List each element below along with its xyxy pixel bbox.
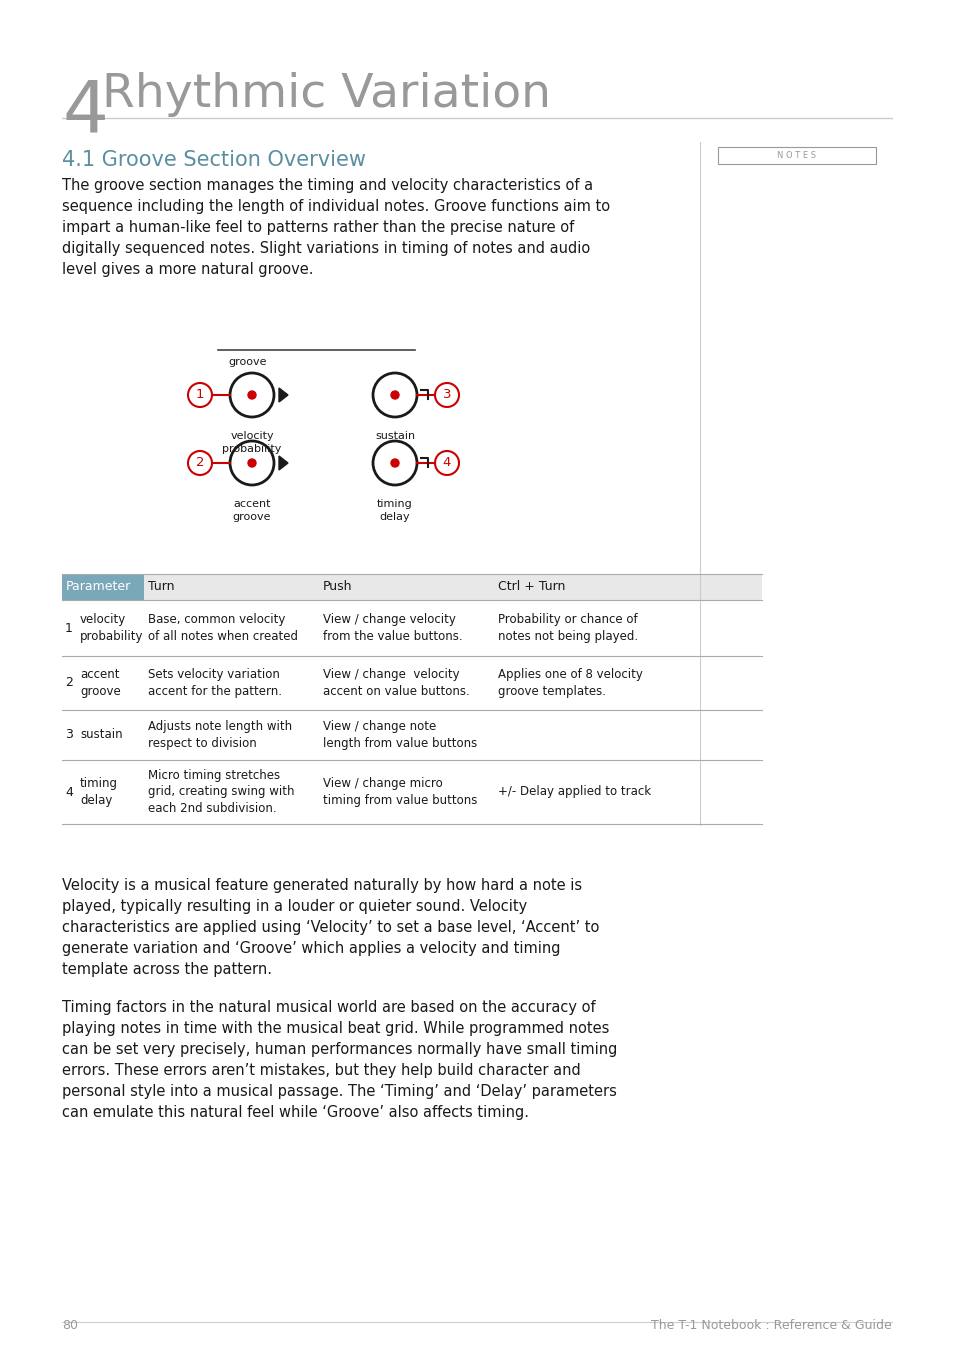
Text: N O T E S: N O T E S bbox=[777, 151, 816, 161]
Text: velocity
probability: velocity probability bbox=[80, 613, 143, 643]
Text: 4.1 Groove Section Overview: 4.1 Groove Section Overview bbox=[62, 150, 366, 170]
Circle shape bbox=[248, 392, 255, 400]
Text: View / change velocity
from the value buttons.: View / change velocity from the value bu… bbox=[323, 613, 462, 643]
Text: 4: 4 bbox=[65, 786, 72, 798]
Circle shape bbox=[248, 459, 255, 467]
Text: Sets velocity variation
accent for the pattern.: Sets velocity variation accent for the p… bbox=[148, 668, 282, 698]
Text: timing
delay: timing delay bbox=[376, 500, 413, 522]
Polygon shape bbox=[278, 456, 288, 470]
Text: Push: Push bbox=[323, 580, 352, 594]
Text: View / change micro
timing from value buttons: View / change micro timing from value bu… bbox=[323, 778, 476, 807]
Text: Adjusts note length with
respect to division: Adjusts note length with respect to divi… bbox=[148, 721, 292, 749]
Text: 2: 2 bbox=[195, 456, 204, 470]
Bar bbox=[718, 147, 875, 163]
Text: 1: 1 bbox=[65, 621, 72, 634]
Text: Probability or chance of
notes not being played.: Probability or chance of notes not being… bbox=[497, 613, 638, 643]
Text: The T-1 Notebook : Reference & Guide: The T-1 Notebook : Reference & Guide bbox=[651, 1319, 891, 1332]
Text: sustain: sustain bbox=[80, 729, 123, 741]
Text: View / change note
length from value buttons: View / change note length from value but… bbox=[323, 721, 476, 749]
Text: accent
groove: accent groove bbox=[80, 668, 121, 698]
Text: 3: 3 bbox=[442, 389, 451, 401]
Text: Micro timing stretches
grid, creating swing with
each 2nd subdivision.: Micro timing stretches grid, creating sw… bbox=[148, 769, 294, 815]
Text: Applies one of 8 velocity
groove templates.: Applies one of 8 velocity groove templat… bbox=[497, 668, 642, 698]
Text: Timing factors in the natural musical world are based on the accuracy of
playing: Timing factors in the natural musical wo… bbox=[62, 1000, 617, 1120]
Text: Turn: Turn bbox=[148, 580, 174, 594]
Text: 4: 4 bbox=[442, 456, 451, 470]
Text: The groove section manages the timing and velocity characteristics of a
sequence: The groove section manages the timing an… bbox=[62, 178, 610, 277]
Text: velocity
probability: velocity probability bbox=[222, 431, 281, 454]
Text: 1: 1 bbox=[195, 389, 204, 401]
Text: Ctrl + Turn: Ctrl + Turn bbox=[497, 580, 565, 594]
Text: View / change  velocity
accent on value buttons.: View / change velocity accent on value b… bbox=[323, 668, 469, 698]
Text: +/- Delay applied to track: +/- Delay applied to track bbox=[497, 786, 651, 798]
Text: 3: 3 bbox=[65, 729, 72, 741]
Circle shape bbox=[391, 459, 398, 467]
Circle shape bbox=[391, 392, 398, 400]
Text: 2: 2 bbox=[65, 676, 72, 690]
Text: timing
delay: timing delay bbox=[80, 778, 118, 807]
Text: Base, common velocity
of all notes when created: Base, common velocity of all notes when … bbox=[148, 613, 297, 643]
Text: 80: 80 bbox=[62, 1319, 78, 1332]
Bar bbox=[62, 574, 144, 599]
Text: sustain: sustain bbox=[375, 431, 415, 441]
Polygon shape bbox=[278, 387, 288, 402]
Text: accent
groove: accent groove bbox=[233, 500, 271, 522]
Text: groove: groove bbox=[228, 356, 266, 367]
Text: Rhythmic Variation: Rhythmic Variation bbox=[102, 72, 551, 117]
Bar bbox=[62, 574, 761, 599]
Text: 4: 4 bbox=[62, 78, 108, 147]
Text: Parameter: Parameter bbox=[66, 580, 132, 594]
Text: Velocity is a musical feature generated naturally by how hard a note is
played, : Velocity is a musical feature generated … bbox=[62, 878, 598, 977]
